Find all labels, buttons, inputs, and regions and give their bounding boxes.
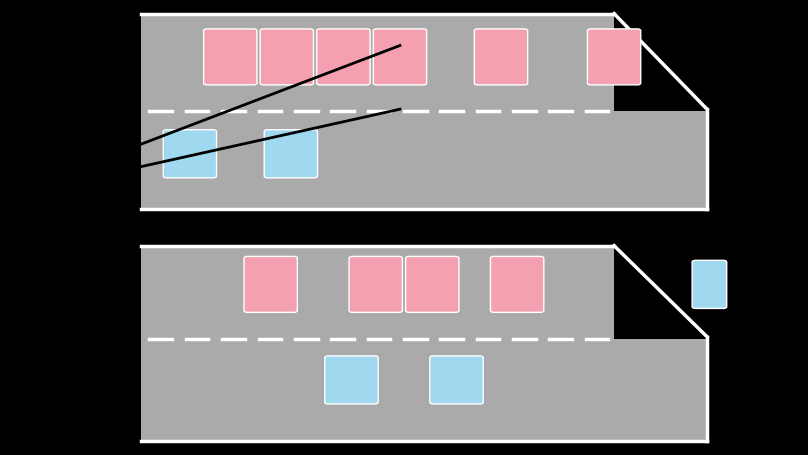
FancyBboxPatch shape xyxy=(264,130,318,178)
FancyBboxPatch shape xyxy=(244,257,297,312)
FancyBboxPatch shape xyxy=(349,257,402,312)
FancyBboxPatch shape xyxy=(317,29,370,85)
FancyBboxPatch shape xyxy=(474,29,528,85)
Polygon shape xyxy=(614,14,707,111)
FancyBboxPatch shape xyxy=(490,257,544,312)
FancyBboxPatch shape xyxy=(325,356,378,404)
Bar xyxy=(141,14,707,209)
FancyBboxPatch shape xyxy=(587,29,641,85)
Polygon shape xyxy=(614,246,707,339)
FancyBboxPatch shape xyxy=(163,130,217,178)
FancyBboxPatch shape xyxy=(204,29,257,85)
Bar xyxy=(141,246,707,441)
FancyBboxPatch shape xyxy=(373,29,427,85)
FancyBboxPatch shape xyxy=(692,260,726,308)
FancyBboxPatch shape xyxy=(430,356,483,404)
FancyBboxPatch shape xyxy=(260,29,314,85)
FancyBboxPatch shape xyxy=(406,257,459,312)
